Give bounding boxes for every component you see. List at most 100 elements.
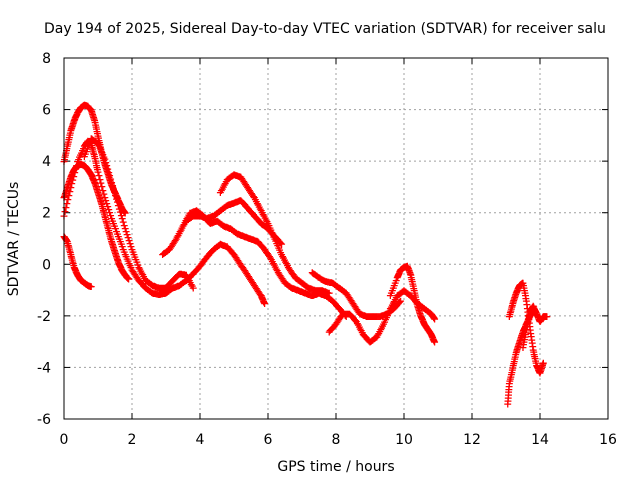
data-point: + (92, 125, 101, 138)
data-point: + (257, 289, 266, 302)
data-point: + (175, 227, 184, 240)
data-point: + (121, 222, 130, 235)
data-point: + (328, 322, 337, 335)
data-point: + (226, 198, 235, 211)
data-point: + (532, 306, 541, 319)
data-point: + (357, 308, 366, 321)
data-point: + (110, 244, 119, 257)
data-point: + (201, 212, 210, 225)
data-point: + (385, 304, 394, 317)
data-point: + (525, 311, 534, 324)
data-point: + (129, 266, 138, 279)
data-point: + (103, 219, 112, 232)
data-point: + (426, 326, 435, 339)
data-point: + (396, 265, 405, 278)
data-point: + (134, 261, 143, 274)
data-point: + (110, 186, 119, 199)
data-point: + (241, 199, 250, 212)
data-point: + (89, 133, 98, 146)
data-point: + (505, 375, 514, 388)
data-point: + (511, 348, 520, 361)
data-point: + (104, 203, 113, 216)
data-point: + (273, 264, 282, 277)
data-point: + (418, 313, 427, 326)
data-point: + (209, 216, 218, 229)
data-point: + (267, 226, 276, 239)
data-point: + (84, 279, 93, 292)
data-point: + (260, 210, 269, 223)
data-point: + (294, 274, 303, 287)
data-point: + (324, 291, 333, 304)
data-point: + (391, 276, 400, 289)
data-point: + (516, 331, 525, 344)
data-point: + (426, 327, 435, 340)
data-point: + (417, 311, 426, 324)
data-point: + (119, 266, 128, 279)
data-point: + (306, 288, 315, 301)
data-point: + (252, 282, 261, 295)
data-point: + (94, 189, 103, 202)
data-point: + (227, 197, 236, 210)
data-point: + (63, 181, 72, 194)
data-point: + (532, 357, 541, 370)
data-point: + (286, 281, 295, 294)
data-point: + (420, 318, 429, 331)
data-point: + (260, 220, 269, 233)
data-point: + (254, 214, 263, 227)
data-point: + (100, 153, 109, 166)
data-point: + (159, 247, 168, 260)
data-point: + (128, 245, 137, 258)
data-point: + (315, 284, 324, 297)
data-point: + (192, 264, 201, 277)
data-point: + (73, 159, 82, 172)
data-point: + (136, 265, 145, 278)
data-point: + (89, 111, 98, 124)
data-point: + (122, 250, 131, 263)
data-point: + (395, 295, 404, 308)
data-point: + (393, 298, 402, 311)
data-point: + (113, 253, 122, 266)
data-point: + (181, 268, 190, 281)
data-point: + (392, 274, 401, 287)
data-point: + (144, 276, 153, 289)
data-point: + (91, 179, 100, 192)
data-point: + (171, 234, 180, 247)
data-point: + (75, 272, 84, 285)
data-point: + (202, 213, 211, 226)
data-point: + (107, 212, 116, 225)
data-point: + (70, 163, 79, 176)
data-point: + (76, 273, 85, 286)
data-point: + (413, 297, 422, 310)
data-point: + (117, 263, 126, 276)
data-point: + (73, 107, 82, 120)
data-point: + (68, 166, 77, 179)
data-point: + (139, 279, 148, 292)
data-point: + (382, 307, 391, 320)
data-point: + (92, 182, 101, 195)
data-point: + (69, 165, 78, 178)
data-point: + (62, 197, 71, 210)
data-point: + (261, 221, 270, 234)
data-point: + (73, 269, 82, 282)
data-point: + (85, 165, 94, 178)
data-point: + (86, 136, 95, 149)
data-point: + (519, 336, 528, 349)
data-point: + (90, 177, 99, 190)
data-point: + (508, 299, 517, 312)
data-point: + (88, 108, 97, 121)
data-point: + (308, 266, 317, 279)
data-point: + (325, 325, 334, 338)
data-point: + (229, 248, 238, 261)
data-point: + (346, 294, 355, 307)
data-point: + (403, 261, 412, 274)
data-point: + (243, 231, 252, 244)
data-point: + (108, 238, 117, 251)
data-point: + (176, 267, 185, 280)
data-point: + (99, 188, 108, 201)
data-point: + (114, 256, 123, 269)
data-point: + (260, 296, 269, 309)
data-point: + (342, 307, 351, 320)
data-point: + (388, 303, 397, 316)
data-point: + (129, 248, 138, 261)
